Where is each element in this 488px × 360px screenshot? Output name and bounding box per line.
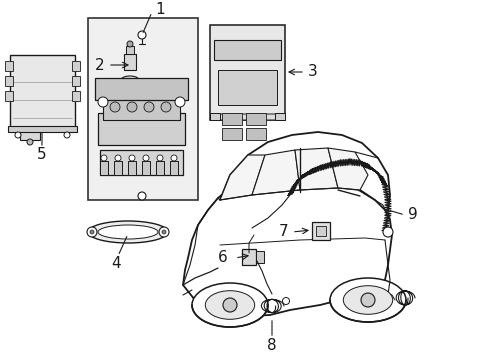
Text: 5: 5 xyxy=(37,148,47,162)
Bar xyxy=(88,18,198,200)
Text: 1: 1 xyxy=(155,3,164,18)
Text: 9: 9 xyxy=(407,207,417,222)
Circle shape xyxy=(360,293,374,307)
Polygon shape xyxy=(251,150,299,195)
Circle shape xyxy=(110,102,120,112)
Bar xyxy=(274,113,285,120)
Bar xyxy=(245,113,265,125)
Bar xyxy=(222,113,242,125)
Polygon shape xyxy=(220,155,264,200)
Circle shape xyxy=(87,227,97,237)
Circle shape xyxy=(142,155,149,161)
Bar xyxy=(114,161,122,175)
Circle shape xyxy=(159,227,169,237)
Circle shape xyxy=(138,192,146,200)
Text: 6: 6 xyxy=(218,251,227,265)
Bar xyxy=(156,161,163,175)
Text: 8: 8 xyxy=(266,338,276,352)
Polygon shape xyxy=(327,148,367,190)
Polygon shape xyxy=(294,148,337,190)
Bar xyxy=(242,249,256,265)
Bar xyxy=(100,161,108,175)
Bar xyxy=(5,76,13,86)
Text: 7: 7 xyxy=(278,225,287,239)
Ellipse shape xyxy=(329,278,405,322)
Circle shape xyxy=(129,155,135,161)
Bar xyxy=(214,40,281,60)
Bar xyxy=(98,113,184,145)
Bar xyxy=(209,113,220,120)
Bar xyxy=(170,161,178,175)
Ellipse shape xyxy=(205,291,254,319)
Circle shape xyxy=(175,97,184,107)
Text: 2: 2 xyxy=(94,58,104,72)
Bar xyxy=(209,25,285,120)
Circle shape xyxy=(143,102,154,112)
Text: 4: 4 xyxy=(111,256,121,270)
Circle shape xyxy=(157,155,163,161)
Polygon shape xyxy=(124,54,136,70)
Circle shape xyxy=(127,102,137,112)
Circle shape xyxy=(90,230,94,234)
Bar xyxy=(128,161,136,175)
Circle shape xyxy=(282,297,289,305)
Circle shape xyxy=(171,155,177,161)
Bar xyxy=(142,161,150,175)
Bar xyxy=(72,91,80,101)
Circle shape xyxy=(27,139,33,145)
Bar xyxy=(72,61,80,71)
Ellipse shape xyxy=(121,76,139,84)
Ellipse shape xyxy=(88,221,168,243)
Bar xyxy=(5,91,13,101)
Circle shape xyxy=(101,155,107,161)
Ellipse shape xyxy=(343,286,392,314)
Bar xyxy=(222,128,242,140)
Circle shape xyxy=(115,155,121,161)
Circle shape xyxy=(15,132,21,138)
Circle shape xyxy=(223,298,237,312)
Bar xyxy=(5,61,13,71)
Bar xyxy=(8,126,77,132)
Ellipse shape xyxy=(98,225,158,239)
Bar xyxy=(311,222,329,240)
Circle shape xyxy=(162,230,165,234)
Bar xyxy=(218,70,276,105)
Bar xyxy=(103,93,180,120)
Bar xyxy=(245,128,265,140)
Bar xyxy=(315,226,325,236)
Polygon shape xyxy=(126,46,134,54)
Bar xyxy=(256,251,264,263)
Circle shape xyxy=(382,227,392,237)
Bar xyxy=(100,150,183,175)
Circle shape xyxy=(138,31,146,39)
Bar xyxy=(20,130,40,140)
Polygon shape xyxy=(209,114,285,120)
Circle shape xyxy=(127,41,133,47)
Polygon shape xyxy=(183,173,391,316)
Circle shape xyxy=(98,97,108,107)
Circle shape xyxy=(64,132,70,138)
Bar xyxy=(95,78,187,100)
Circle shape xyxy=(161,102,171,112)
Text: 3: 3 xyxy=(307,64,317,80)
Ellipse shape xyxy=(192,283,267,327)
Bar xyxy=(10,55,75,130)
Bar xyxy=(72,76,80,86)
